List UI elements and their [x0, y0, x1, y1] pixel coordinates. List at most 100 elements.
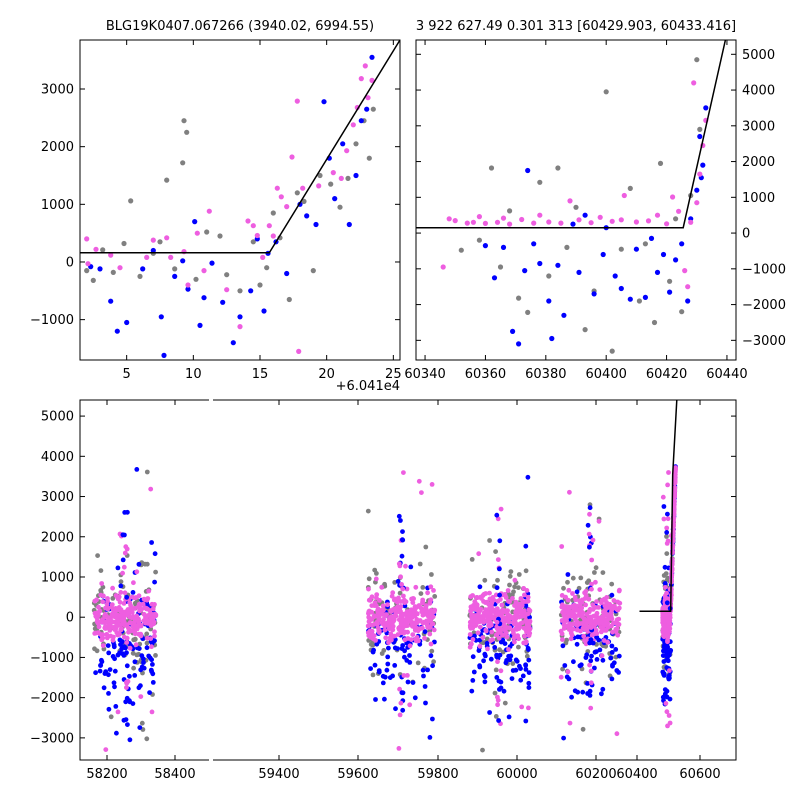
data-point [84, 268, 90, 274]
data-point [497, 538, 503, 544]
data-point [519, 704, 525, 710]
data-point [402, 654, 407, 660]
data-point [609, 581, 615, 587]
data-point [150, 247, 156, 254]
data-point [483, 627, 489, 633]
data-point [487, 538, 492, 543]
data-point [310, 268, 316, 274]
data-point [480, 635, 486, 640]
data-point [594, 631, 600, 636]
data-point [286, 296, 292, 303]
data-point [570, 621, 576, 627]
data-point [700, 162, 706, 168]
data-point [124, 635, 130, 641]
data-point [399, 690, 405, 696]
data-point [560, 637, 565, 642]
data-point [599, 600, 604, 606]
data-point [425, 590, 430, 596]
data-point [592, 618, 598, 624]
data-point [150, 237, 156, 243]
data-point [587, 511, 592, 517]
data-point [100, 247, 106, 253]
data-point [118, 613, 123, 619]
data-point [353, 172, 359, 179]
data-point [397, 712, 403, 718]
data-point [421, 673, 426, 679]
data-point [141, 660, 146, 665]
data-point [422, 684, 428, 689]
data-point [103, 605, 108, 611]
data-point [627, 185, 633, 191]
data-point [600, 251, 606, 258]
data-point [134, 467, 140, 472]
data-point [483, 591, 489, 596]
y-tick-label: −1000 [30, 313, 74, 328]
data-point [558, 220, 564, 226]
data-point [385, 602, 390, 608]
data-point [427, 735, 433, 740]
data-point [452, 218, 458, 224]
data-point [92, 610, 98, 616]
data-point [491, 597, 497, 603]
data-point [408, 564, 414, 570]
data-point [148, 486, 154, 492]
model-line [416, 40, 727, 229]
data-point [141, 611, 147, 617]
data-point [513, 657, 519, 663]
data-point [561, 610, 567, 615]
plot-area [416, 40, 727, 354]
data-point [477, 624, 483, 630]
data-point [492, 690, 498, 696]
data-point [401, 612, 406, 617]
data-point [94, 648, 100, 654]
data-point [366, 576, 372, 582]
data-point [594, 635, 600, 640]
data-point [428, 653, 434, 659]
data-point [317, 172, 323, 179]
data-point [498, 668, 504, 674]
data-point [469, 688, 475, 694]
data-point [94, 615, 100, 621]
data-point [565, 669, 571, 675]
data-point [407, 643, 413, 649]
data-point [470, 654, 476, 660]
data-point [610, 662, 615, 668]
data-point [403, 563, 408, 569]
y-tick-label: 2000 [41, 530, 74, 545]
data-point [501, 688, 507, 694]
data-point [185, 282, 191, 288]
data-point [224, 287, 230, 293]
data-point [664, 577, 670, 583]
data-point [514, 623, 520, 628]
data-point [586, 596, 592, 602]
data-point [398, 574, 403, 580]
data-point [398, 700, 404, 706]
data-point [594, 610, 600, 616]
data-point [495, 598, 501, 604]
data-point [150, 616, 156, 621]
data-point [559, 618, 565, 623]
data-point [609, 676, 615, 682]
data-point [613, 647, 619, 652]
data-point [609, 348, 615, 354]
data-point [509, 328, 516, 334]
x-tick-label: 59600 [337, 767, 378, 782]
data-point [108, 714, 114, 720]
data-point [117, 265, 123, 271]
data-point [266, 223, 272, 229]
data-point [115, 595, 121, 601]
data-point [401, 673, 407, 678]
data-point [402, 622, 408, 627]
data-point [579, 621, 585, 626]
data-point [665, 637, 670, 643]
data-point [500, 637, 506, 643]
data-point [490, 637, 495, 642]
data-point [565, 572, 571, 577]
y-tick-label: −3000 [742, 334, 786, 349]
data-point [567, 720, 573, 726]
data-point [194, 230, 200, 236]
data-point [665, 538, 671, 544]
y-tick-label: −1000 [30, 651, 74, 666]
data-point [487, 710, 492, 715]
data-point [482, 679, 488, 685]
